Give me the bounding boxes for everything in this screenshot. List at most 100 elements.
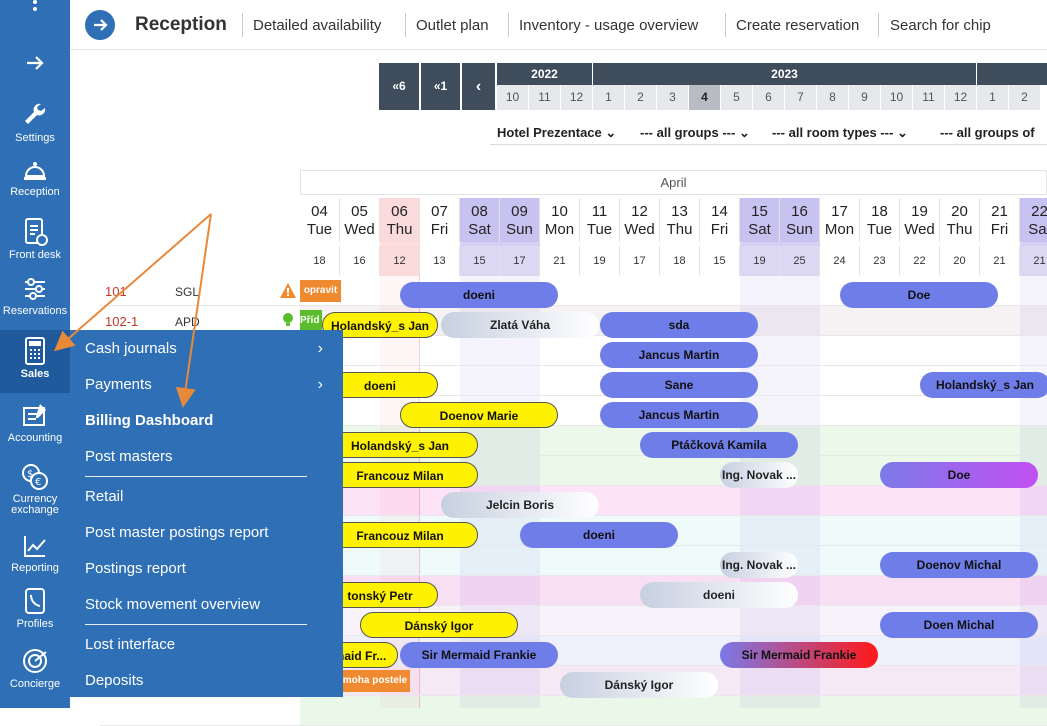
sidebar-item-accounting[interactable]: Accounting: [0, 400, 70, 444]
menu-item-retail[interactable]: Retail: [85, 488, 124, 505]
reservation-bar[interactable]: Doe: [840, 282, 998, 308]
reservation-bar[interactable]: doeni: [400, 282, 558, 308]
moha-badge[interactable]: moha postele: [340, 670, 410, 692]
sidebar-item-front-desk[interactable]: Front desk: [0, 215, 70, 261]
day-header[interactable]: 21 Fri: [980, 198, 1020, 242]
day-header[interactable]: 14 Fri: [700, 198, 740, 242]
month-cell[interactable]: 11: [529, 85, 561, 110]
reservation-bar[interactable]: Francouz Milan: [322, 462, 478, 488]
reservation-bar[interactable]: Ing. Novak ...: [720, 552, 798, 578]
menu-item-postings-report[interactable]: Postings report: [85, 560, 186, 577]
tab-create-reservation[interactable]: Create reservation: [736, 17, 860, 34]
month-cell[interactable]: 8: [817, 85, 849, 110]
reservation-bar[interactable]: Sane: [600, 372, 758, 398]
month-cell[interactable]: 6: [753, 85, 785, 110]
day-header[interactable]: 18 Tue: [860, 198, 900, 242]
sidebar-item-currency-exchange[interactable]: $ € Currency exchange: [0, 462, 70, 516]
day-header[interactable]: 08 Sat: [460, 198, 500, 242]
reservation-bar[interactable]: Holandský_s Jan: [322, 432, 478, 458]
day-header[interactable]: 04 Tue: [300, 198, 340, 242]
more-icon[interactable]: [0, 0, 70, 14]
sidebar-item-reservations[interactable]: Reservations: [0, 275, 70, 317]
day-header[interactable]: 12 Wed: [620, 198, 660, 242]
back-one-month-button[interactable]: «1: [421, 63, 460, 110]
day-header[interactable]: 17 Mon: [820, 198, 860, 242]
menu-item-payments[interactable]: Payments ›: [85, 376, 333, 393]
menu-item-billing-dashboard[interactable]: Billing Dashboard: [85, 412, 214, 429]
sidebar-item-concierge[interactable]: Concierge: [0, 646, 70, 690]
day-header[interactable]: 11 Tue: [580, 198, 620, 242]
arrow-right-icon[interactable]: [85, 10, 115, 40]
day-header[interactable]: 05 Wed: [340, 198, 380, 242]
day-header[interactable]: 10 Mon: [540, 198, 580, 242]
reservation-bar[interactable]: Doenov Michal: [880, 552, 1038, 578]
month-cell[interactable]: 10: [881, 85, 913, 110]
month-cell[interactable]: 1: [593, 85, 625, 110]
sidebar-item-profiles[interactable]: Profiles: [0, 586, 70, 630]
reservation-bar[interactable]: Doenov Marie: [400, 402, 558, 428]
hotel-select[interactable]: Hotel Prezentace ⌄: [497, 125, 616, 141]
reservation-bar[interactable]: Doen Michal: [880, 612, 1038, 638]
month-cell[interactable]: 7: [785, 85, 817, 110]
room-status-badge[interactable]: opravit: [300, 280, 341, 302]
menu-item-post-masters[interactable]: Post masters: [85, 448, 173, 465]
month-cell[interactable]: 9: [849, 85, 881, 110]
groups-select[interactable]: --- all groups --- ⌄: [640, 125, 750, 141]
month-cell[interactable]: 12: [945, 85, 977, 110]
reservation-bar[interactable]: Francouz Milan: [322, 522, 478, 548]
reservation-bar[interactable]: doeni: [520, 522, 678, 548]
sidebar-item-settings[interactable]: Settings: [0, 100, 70, 144]
day-header[interactable]: 15 Sat: [740, 198, 780, 242]
day-header[interactable]: 06 Thu: [380, 198, 420, 242]
month-cell[interactable]: 3: [657, 85, 689, 110]
menu-item-lost-interface[interactable]: Lost interface: [85, 636, 176, 653]
tab-detailed-availability[interactable]: Detailed availability: [253, 17, 382, 34]
reservation-bar[interactable]: Doe: [880, 462, 1038, 488]
reservation-bar[interactable]: Ptáčková Kamila: [640, 432, 798, 458]
month-cell[interactable]: 10: [497, 85, 529, 110]
reservation-bar[interactable]: Zlatá Váha: [441, 312, 599, 338]
reservation-bar[interactable]: Jelcin Boris: [441, 492, 599, 518]
month-cell[interactable]: 4: [689, 85, 721, 110]
menu-item-stock-movement-overview[interactable]: Stock movement overview: [85, 596, 261, 613]
back-six-months-button[interactable]: «6: [379, 63, 419, 110]
day-header[interactable]: 22Sat: [1020, 198, 1047, 242]
day-header[interactable]: 16 Sun: [780, 198, 820, 242]
reservation-bar[interactable]: Dánský Igor: [560, 672, 718, 698]
reservation-bar[interactable]: Sir Mermaid Frankie: [720, 642, 878, 668]
room-number[interactable]: 102-1: [105, 314, 139, 329]
month-cell[interactable]: 12: [561, 85, 593, 110]
menu-item-post-master-postings-report[interactable]: Post master postings report: [85, 524, 269, 541]
room-number[interactable]: 101: [105, 284, 127, 299]
month-cell[interactable]: 1: [977, 85, 1009, 110]
day-header[interactable]: 19 Wed: [900, 198, 940, 242]
reservation-bar[interactable]: Holandský_s Jan: [920, 372, 1047, 398]
sidebar-item-reporting[interactable]: Reporting: [0, 532, 70, 574]
reservation-bar[interactable]: Jancus Martin: [600, 342, 758, 368]
groups-of-select[interactable]: --- all groups of: [940, 125, 1035, 140]
reservation-bar[interactable]: Sir Mermaid Frankie: [400, 642, 558, 668]
tab-outlet-plan[interactable]: Outlet plan: [416, 17, 489, 34]
room-status-badge[interactable]: Příd: [300, 310, 322, 332]
month-cell[interactable]: 2: [625, 85, 657, 110]
reservation-bar[interactable]: Dánský Igor: [360, 612, 518, 638]
tab-inventory-usage[interactable]: Inventory - usage overview: [519, 17, 699, 34]
reservation-bar[interactable]: doeni: [640, 582, 798, 608]
prev-button[interactable]: ‹: [462, 63, 495, 110]
month-cell[interactable]: 2: [1009, 85, 1041, 110]
room-types-select[interactable]: --- all room types --- ⌄: [772, 125, 908, 141]
day-header[interactable]: 09 Sun: [500, 198, 540, 242]
reservation-bar[interactable]: Ing. Novak ...: [720, 462, 798, 488]
expand-sidebar-icon[interactable]: [0, 52, 70, 76]
tab-search-chip[interactable]: Search for chip: [890, 17, 991, 34]
month-cell[interactable]: 5: [721, 85, 753, 110]
month-cell[interactable]: 11: [913, 85, 945, 110]
day-header[interactable]: 13 Thu: [660, 198, 700, 242]
day-header[interactable]: 20 Thu: [940, 198, 980, 242]
reservation-bar[interactable]: Jancus Martin: [600, 402, 758, 428]
menu-item-deposits[interactable]: Deposits: [85, 672, 144, 689]
reservation-bar[interactable]: sda: [600, 312, 758, 338]
day-header[interactable]: 07 Fri: [420, 198, 460, 242]
sidebar-item-reception[interactable]: Reception: [0, 156, 70, 198]
menu-item-cash-journals[interactable]: Cash journals ›: [85, 340, 333, 357]
